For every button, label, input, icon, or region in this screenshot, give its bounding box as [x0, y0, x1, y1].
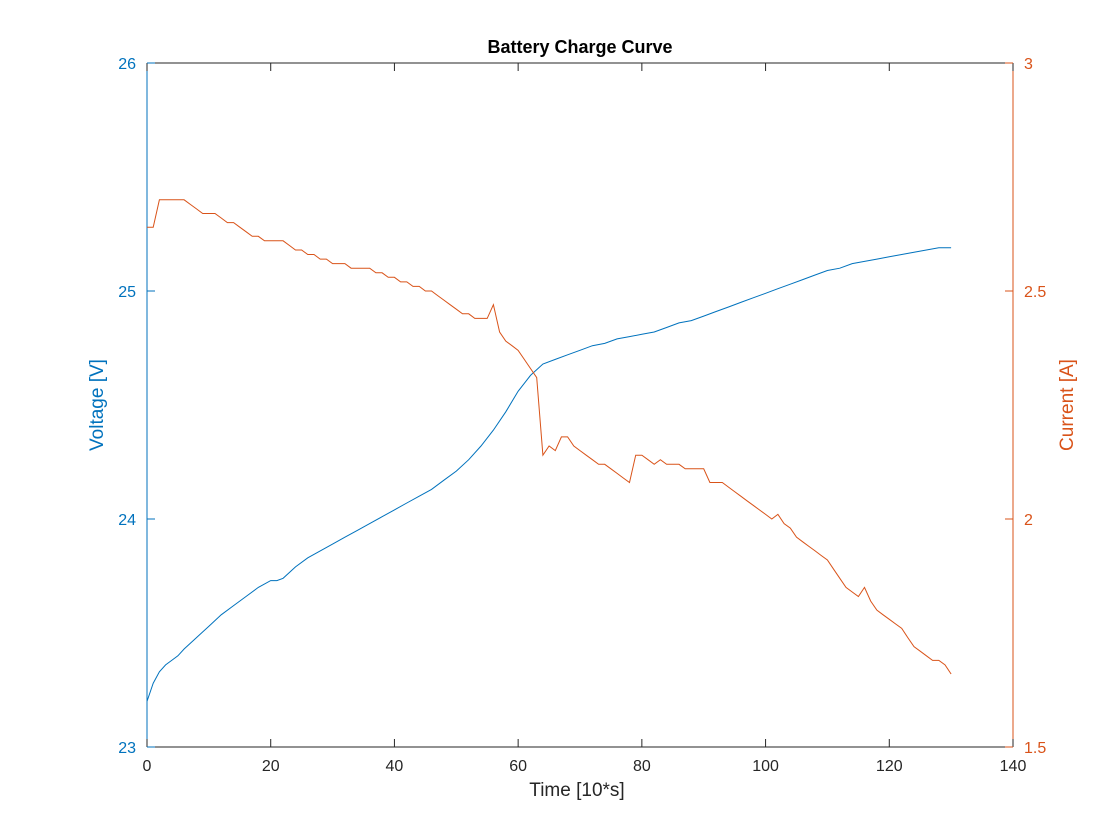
current-series-line — [147, 199, 952, 675]
x-tick-label: 40 — [386, 758, 404, 775]
plot-area — [146, 62, 1014, 748]
x-tick-label: 120 — [876, 758, 903, 775]
x-tick-label: 0 — [143, 758, 152, 775]
ticks-layer: 0 20 40 60 80 100 120 140 23 24 25 26 1.5 2 2.5 3 — [118, 56, 1046, 775]
x-tick-label: 100 — [752, 758, 779, 775]
voltage-series-line — [146, 247, 952, 702]
y-left-tick-label: 23 — [118, 740, 136, 757]
y-left-tick-label: 25 — [118, 284, 136, 301]
y-left-tick-label: 26 — [118, 56, 136, 73]
x-tick-label: 20 — [262, 758, 280, 775]
y-right-tick-label: 3 — [1024, 56, 1033, 73]
y-axis-left-label: Voltage [V] — [87, 359, 108, 451]
y-left-tick-label: 24 — [118, 512, 136, 529]
x-tick-label: 80 — [633, 758, 651, 775]
x-tick-label: 140 — [1000, 758, 1027, 775]
y-right-tick-label: 2.5 — [1024, 284, 1046, 301]
x-tick-label: 60 — [509, 758, 527, 775]
y-right-tick-label: 1.5 — [1024, 740, 1046, 757]
series-layer — [146, 199, 952, 702]
chart-title: Battery Charge Curve — [487, 37, 672, 57]
x-axis-label: Time [10*s] — [529, 780, 624, 801]
y-axis-right-label: Current [A] — [1057, 359, 1078, 451]
y-right-tick-label: 2 — [1024, 512, 1033, 529]
